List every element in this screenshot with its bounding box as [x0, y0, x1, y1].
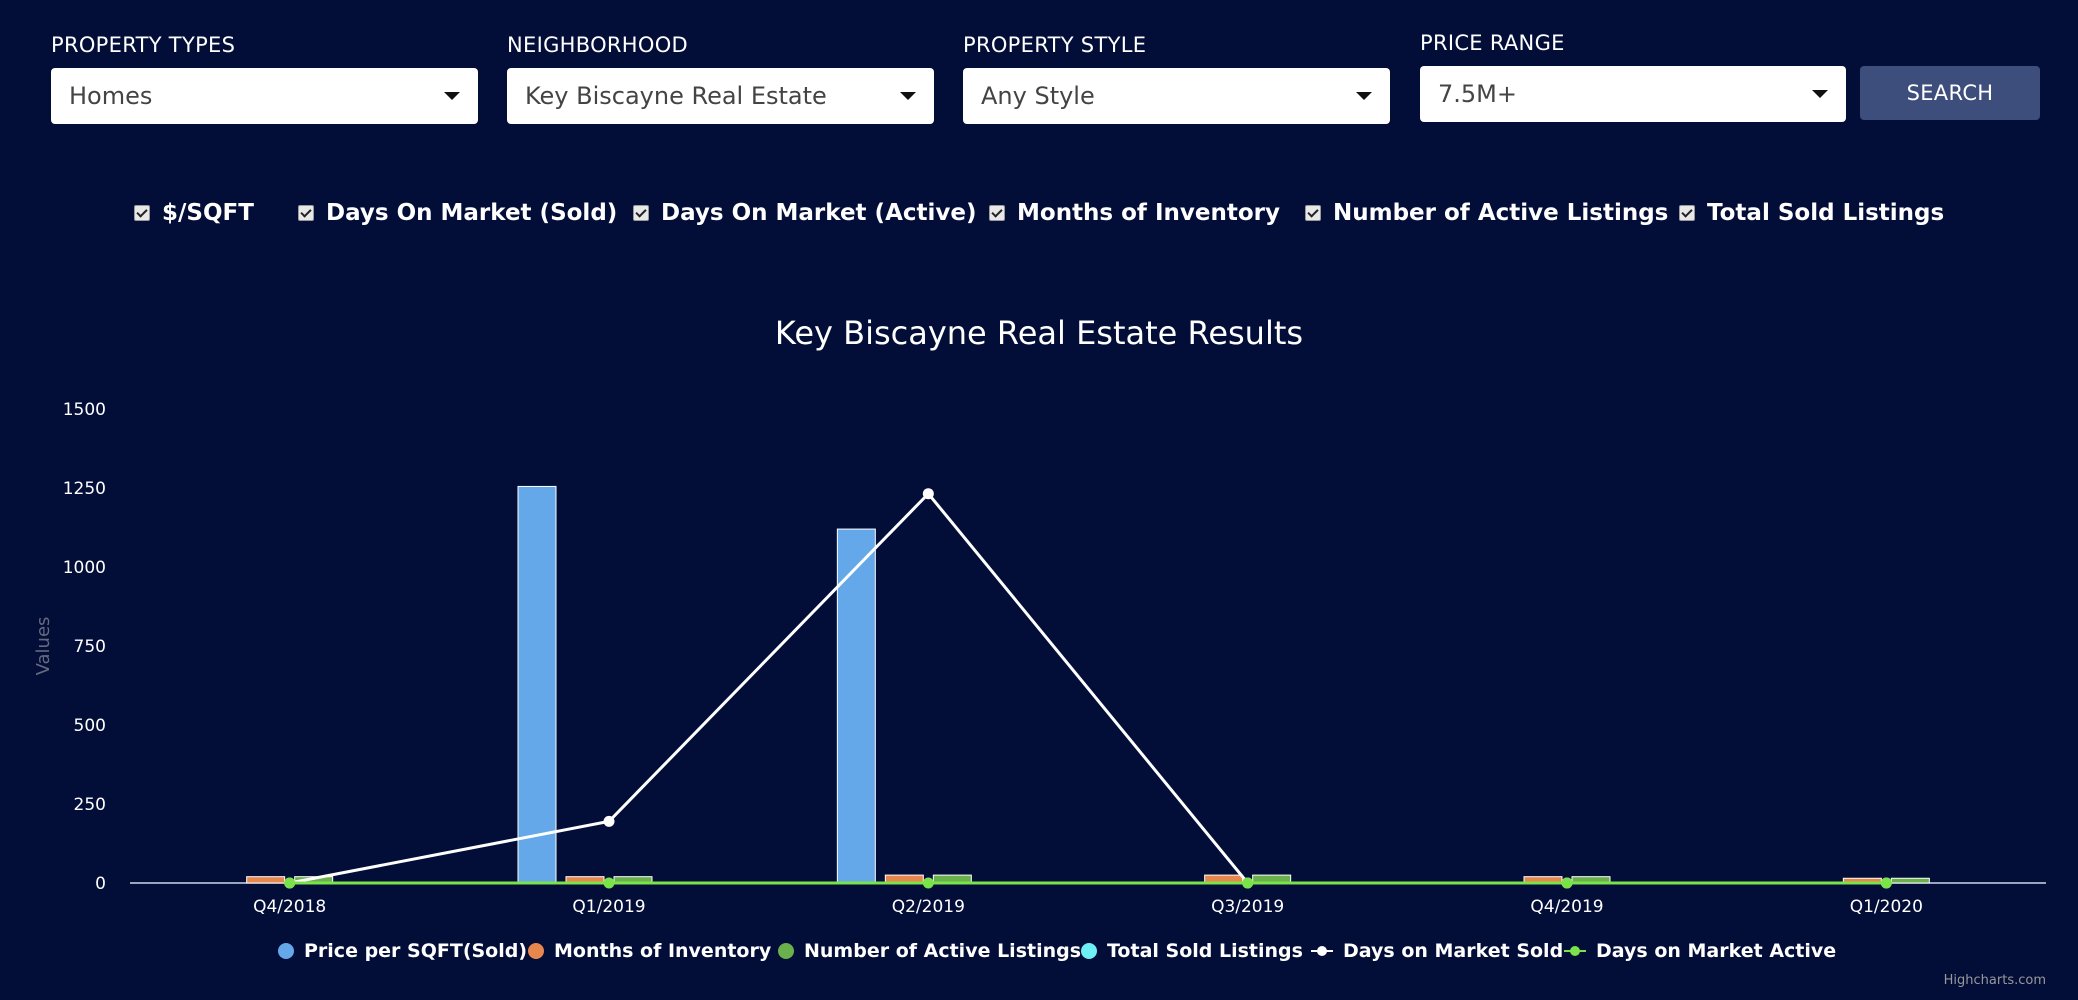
- legend-item-price-per-sqft[interactable]: Price per SQFT(Sold): [278, 940, 527, 962]
- x-tick-label: Q2/2019: [892, 897, 965, 917]
- legend-label: Price per SQFT(Sold): [304, 940, 528, 962]
- checkbox-months-inventory[interactable]: Months of Inventory: [989, 200, 1280, 226]
- checkbox-icon[interactable]: [1305, 205, 1321, 221]
- chevron-down-icon: [1356, 92, 1372, 100]
- legend-item-total-sold[interactable]: Total Sold Listings: [1081, 940, 1303, 962]
- checkbox-label: Days On Market (Active): [661, 200, 977, 226]
- checkbox-active-listings[interactable]: Number of Active Listings: [1305, 200, 1668, 226]
- chevron-down-icon: [900, 92, 916, 100]
- point-days-on-market-sold: [603, 815, 615, 827]
- checkbox-icon[interactable]: [134, 205, 150, 221]
- checkbox-label: Days On Market (Sold): [326, 200, 618, 226]
- chart-legend: Price per SQFT(Sold) Months of Inventory…: [0, 940, 2078, 966]
- chart-credits[interactable]: Highcharts.com: [1943, 973, 2046, 988]
- checkbox-total-sold[interactable]: Total Sold Listings: [1679, 200, 1944, 226]
- chart-title: Key Biscayne Real Estate Results: [774, 314, 1304, 352]
- property-types-value: Homes: [69, 82, 153, 110]
- y-tick-label: 500: [74, 716, 106, 736]
- legend-label: Days on Market Active: [1596, 940, 1837, 962]
- metric-checkboxes: $/SQFT Days On Market (Sold) Days On Mar…: [0, 200, 2078, 232]
- legend-dot: [778, 943, 794, 959]
- checkbox-icon[interactable]: [298, 205, 314, 221]
- checkbox-icon[interactable]: [989, 205, 1005, 221]
- price-range-select[interactable]: 7.5M+: [1420, 66, 1846, 122]
- point-days-on-market-active: [1561, 877, 1573, 889]
- y-axis-title: Values: [33, 617, 54, 676]
- legend-item-dom-sold[interactable]: Days on Market Sold: [1311, 940, 1563, 962]
- legend-label: Number of Active Listings: [804, 940, 1082, 962]
- checkbox-dom-sold[interactable]: Days On Market (Sold): [298, 200, 617, 226]
- y-tick-label: 1000: [63, 558, 106, 578]
- point-days-on-market-active: [1242, 877, 1254, 889]
- x-tick-label: Q1/2020: [1850, 897, 1923, 917]
- property-style-label: PROPERTY STYLE: [963, 33, 1147, 57]
- checkbox-icon[interactable]: [633, 205, 649, 221]
- property-style-select[interactable]: Any Style: [963, 68, 1390, 124]
- chevron-down-icon: [1812, 90, 1828, 98]
- checkbox-label: Total Sold Listings: [1707, 200, 1945, 226]
- legend-dot: [278, 943, 294, 959]
- x-tick-label: Q4/2018: [253, 897, 326, 917]
- checkbox-label: Months of Inventory: [1017, 200, 1280, 226]
- price-range-value: 7.5M+: [1438, 80, 1517, 108]
- neighborhood-value: Key Biscayne Real Estate: [525, 82, 827, 110]
- bar-price-per-sqft-sold-: [517, 485, 557, 884]
- property-types-select[interactable]: Homes: [51, 68, 478, 124]
- legend-dot: [1081, 943, 1097, 959]
- y-tick-label: 1500: [63, 400, 106, 420]
- checkbox-dom-active[interactable]: Days On Market (Active): [633, 200, 977, 226]
- checkbox-price-per-sqft[interactable]: $/SQFT: [134, 200, 254, 226]
- bar-number-of-active-listings: [1890, 877, 1930, 884]
- point-days-on-market-active: [284, 877, 296, 889]
- neighborhood-select[interactable]: Key Biscayne Real Estate: [507, 68, 934, 124]
- chevron-down-icon: [444, 92, 460, 100]
- legend-item-dom-active[interactable]: Days on Market Active: [1564, 940, 1836, 962]
- legend-label: Days on Market Sold: [1343, 940, 1564, 962]
- legend-item-active-listings[interactable]: Number of Active Listings: [778, 940, 1081, 962]
- y-tick-label: 0: [95, 874, 106, 894]
- neighborhood-label: NEIGHBORHOOD: [507, 33, 689, 57]
- x-tick-label: Q1/2019: [572, 897, 645, 917]
- legend-line-symbol: [1311, 943, 1333, 959]
- property-style-value: Any Style: [981, 82, 1095, 110]
- point-days-on-market-active: [603, 877, 615, 889]
- point-days-on-market-active: [1880, 877, 1892, 889]
- property-types-label: PROPERTY TYPES: [51, 33, 236, 57]
- y-tick-label: 1250: [63, 479, 106, 499]
- checkbox-label: $/SQFT: [162, 200, 254, 226]
- checkbox-label: Number of Active Listings: [1333, 200, 1669, 226]
- x-tick-label: Q4/2019: [1530, 897, 1603, 917]
- x-tick-label: Q3/2019: [1211, 897, 1284, 917]
- y-tick-label: 250: [74, 795, 106, 815]
- legend-label: Total Sold Listings: [1107, 940, 1303, 962]
- point-days-on-market-active: [922, 877, 934, 889]
- bar-months-of-inventory: [246, 876, 286, 884]
- y-tick-label: 750: [74, 637, 106, 657]
- search-button[interactable]: SEARCH: [1860, 66, 2040, 120]
- legend-line-symbol: [1564, 943, 1586, 959]
- legend-item-months-inventory[interactable]: Months of Inventory: [528, 940, 771, 962]
- checkbox-icon[interactable]: [1679, 205, 1695, 221]
- price-range-label: PRICE RANGE: [1420, 31, 1565, 55]
- legend-label: Months of Inventory: [554, 940, 772, 962]
- legend-dot: [528, 943, 544, 959]
- point-days-on-market-sold: [922, 488, 934, 500]
